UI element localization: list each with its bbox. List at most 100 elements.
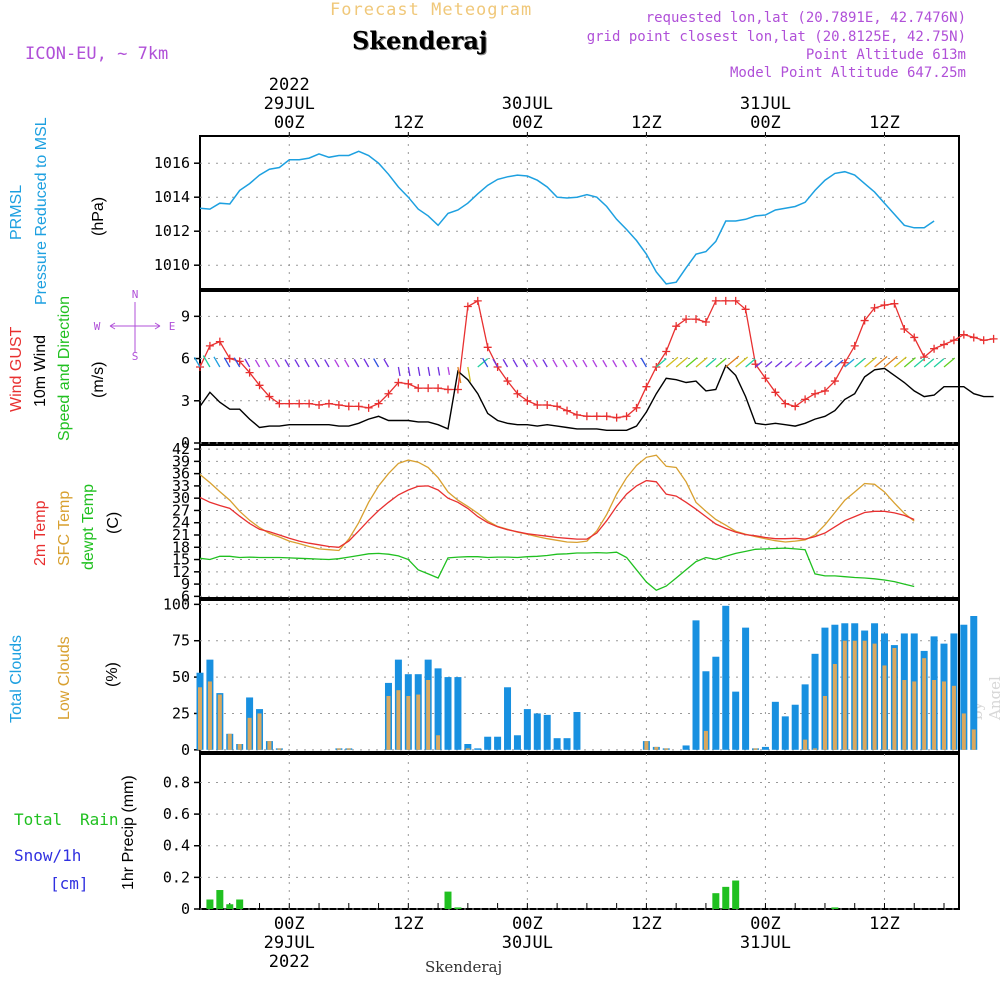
wind-arrow [715, 357, 727, 368]
wind-arrow [814, 360, 823, 368]
gust-marker [434, 384, 443, 393]
low-cloud-bar [396, 690, 401, 750]
total-cloud-bar [722, 605, 730, 750]
gust-marker [533, 401, 542, 409]
gust-marker [394, 378, 403, 387]
gust-marker [781, 399, 790, 408]
top-time-label: 00Z [274, 113, 305, 133]
total-cloud-bar [464, 744, 472, 750]
gust-marker [632, 403, 641, 412]
wind-arrow [933, 358, 945, 368]
wind-arrow [854, 358, 866, 368]
y-tick-label: 36 [172, 465, 190, 483]
wind-arrow [542, 359, 548, 368]
gust-marker [572, 410, 581, 419]
wind-arrow [344, 359, 350, 368]
top-time-label: 2022 [269, 75, 310, 95]
low-cloud-bar [703, 730, 708, 750]
gust-marker [731, 296, 740, 305]
bottom-time-label: 12Z [869, 914, 900, 934]
y-tick-label: 12 [172, 563, 190, 581]
wind-arrow [622, 359, 628, 368]
wind-arrow [665, 356, 679, 368]
low-cloud-bar [237, 744, 242, 750]
gust-marker [811, 389, 820, 398]
wind-arrow [582, 359, 588, 368]
wind-arrow [334, 359, 340, 368]
gust-marker [721, 296, 730, 305]
gust-marker [265, 392, 274, 401]
y-tick-label: 24 [172, 514, 190, 532]
wind-arrow [502, 359, 509, 368]
gust-marker [592, 412, 601, 421]
total-cloud-bar [494, 736, 502, 750]
model-label: ICON-EU, ~ 7km [25, 44, 169, 64]
low-cloud-bar [842, 640, 847, 750]
gust-marker [820, 386, 829, 395]
gust-marker [205, 341, 214, 350]
wind-arrow [254, 359, 261, 368]
wind-arrow [223, 357, 231, 368]
total-cloud-bar [811, 653, 819, 750]
wind-arrow [631, 359, 638, 368]
y-tick-label: 6 [181, 587, 190, 605]
low-cloud-bar [912, 681, 917, 750]
low-cloud-bar [257, 713, 262, 750]
y-tick-label: 39 [172, 452, 190, 470]
y-tick-label: 0.8 [163, 773, 190, 791]
wind-arrow [437, 366, 441, 376]
gust-marker [275, 399, 284, 408]
y-tick-label: 3 [181, 392, 190, 410]
y-tick-label: 0.6 [163, 805, 190, 823]
gust-marker [711, 296, 720, 305]
wind-arrow [264, 359, 271, 368]
gust-marker [949, 336, 958, 345]
panel-frame [199, 753, 960, 910]
gust-marker [989, 334, 998, 343]
gust-marker [890, 299, 899, 308]
low-cloud-bar [247, 717, 252, 750]
point-altitude: Point Altitude 613m [805, 47, 966, 63]
low-cloud-bar [654, 746, 659, 750]
low-cloud-bar [416, 694, 421, 750]
wind-arrow [482, 357, 489, 368]
wind-arrow [363, 358, 370, 368]
total-cloud-bar [474, 748, 482, 750]
wind-arrow [755, 360, 763, 368]
bottom-time-label: 31JUL [740, 933, 791, 953]
low-cloud-bar [961, 713, 966, 750]
low-cloud-bar [207, 681, 212, 750]
low-cloud-bar [971, 729, 976, 750]
top-time-label: 12Z [631, 113, 662, 133]
bottom-time-label: 29JUL [264, 933, 315, 953]
gridpoint-coords: grid point closest lon,lat (20.8125E, 42… [586, 29, 966, 45]
rain-bar [206, 899, 214, 909]
compass-s: S [132, 350, 139, 363]
total-cloud-bar [682, 745, 690, 750]
wind-arrow [572, 359, 578, 368]
gust-marker [910, 333, 919, 342]
low-cloud-bar [664, 748, 669, 750]
y-tick-label: 15 [172, 551, 190, 569]
gust-marker [344, 402, 353, 411]
low-cloud-bar [277, 748, 282, 750]
gust-marker [940, 340, 948, 349]
temp2m-line [199, 479, 915, 548]
compass-rose [109, 302, 161, 352]
total-cloud-bar [504, 687, 512, 750]
total-cloud-bar [960, 624, 968, 750]
gust-marker [463, 302, 472, 311]
y-tick-label: 50 [172, 668, 190, 686]
wind-arrow [913, 357, 925, 368]
gust-marker [860, 316, 869, 325]
rain-bar [722, 886, 730, 909]
wind-arrow [592, 359, 598, 368]
wind-arrow [893, 356, 907, 368]
bottom-time-label: 00Z [274, 914, 305, 934]
gust-marker [612, 413, 621, 422]
y-tick-label: 9 [181, 307, 190, 325]
snow-unit-label: [cm] [50, 874, 89, 893]
panel-frame [199, 444, 960, 599]
gust-marker [791, 402, 800, 411]
wind-arrow [274, 359, 280, 368]
